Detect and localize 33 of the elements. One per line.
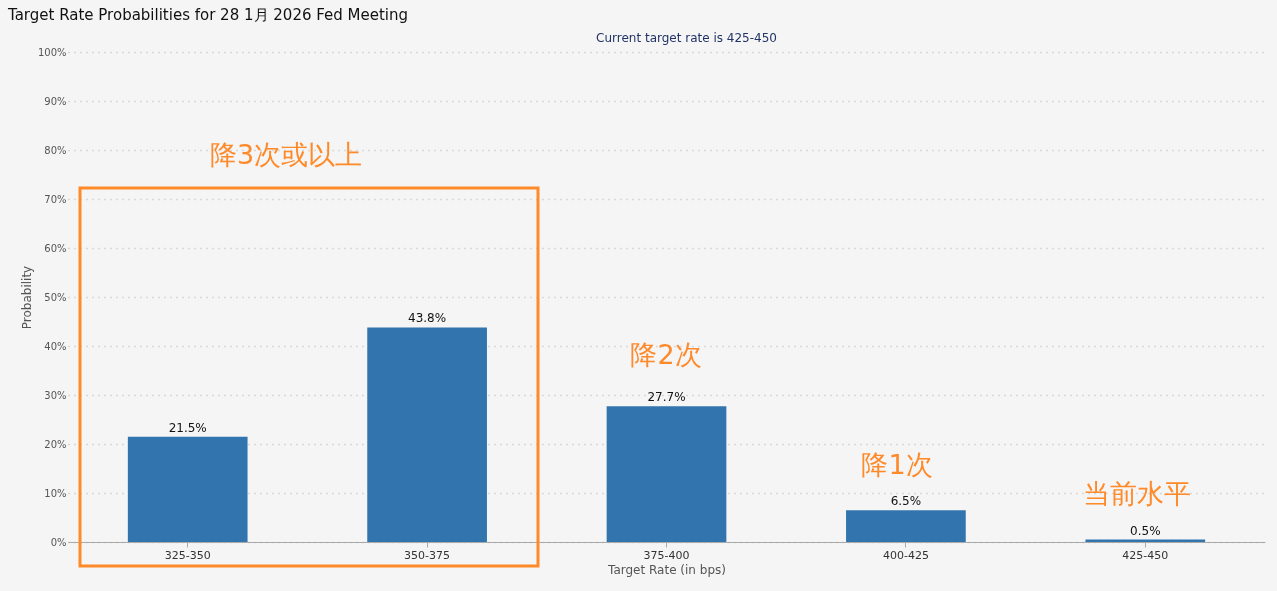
y-tick-label: 70% (44, 193, 67, 205)
annotation: 当前水平 (1083, 478, 1191, 509)
annotation: 降1次 (861, 449, 933, 480)
x-tick-label: 375-400 (643, 548, 690, 562)
bar (606, 406, 727, 542)
x-axis-title: Target Rate (in bps) (607, 562, 726, 577)
y-tick-label: 0% (50, 536, 67, 548)
bar (127, 436, 248, 542)
x-tick-label: 400-425 (882, 548, 929, 562)
y-tick-label: 20% (44, 438, 67, 450)
y-tick-label: 10% (44, 487, 67, 499)
data-label: 43.8% (408, 311, 447, 326)
x-tick-label: 350-375 (404, 548, 451, 562)
y-axis-title: Probability (19, 265, 34, 330)
x-tick-label: 325-350 (164, 548, 211, 562)
bar (846, 510, 966, 542)
data-label: 21.5% (168, 420, 207, 435)
bar (367, 327, 487, 542)
data-label: 0.5% (1130, 523, 1161, 538)
y-tick-label: 100% (37, 46, 67, 58)
y-tick-label: 50% (44, 291, 67, 303)
data-label: 27.7% (647, 390, 686, 405)
chart-subtitle: Current target rate is 425-450 (596, 31, 777, 45)
y-tick-label: 80% (44, 144, 67, 156)
x-tick-label: 425-450 (1122, 548, 1169, 562)
annotation: 降3次或以上 (209, 139, 363, 170)
y-tick-label: 30% (44, 389, 67, 401)
data-label: 6.5% (890, 494, 922, 509)
y-tick-label: 40% (44, 340, 67, 352)
annotation: 降2次 (630, 339, 702, 370)
y-tick-label: 90% (44, 95, 67, 107)
y-tick-label: 60% (44, 242, 67, 254)
chart-title: Target Rate Probabilities for 28 1月 2026 Fed Meeting (7, 6, 409, 24)
